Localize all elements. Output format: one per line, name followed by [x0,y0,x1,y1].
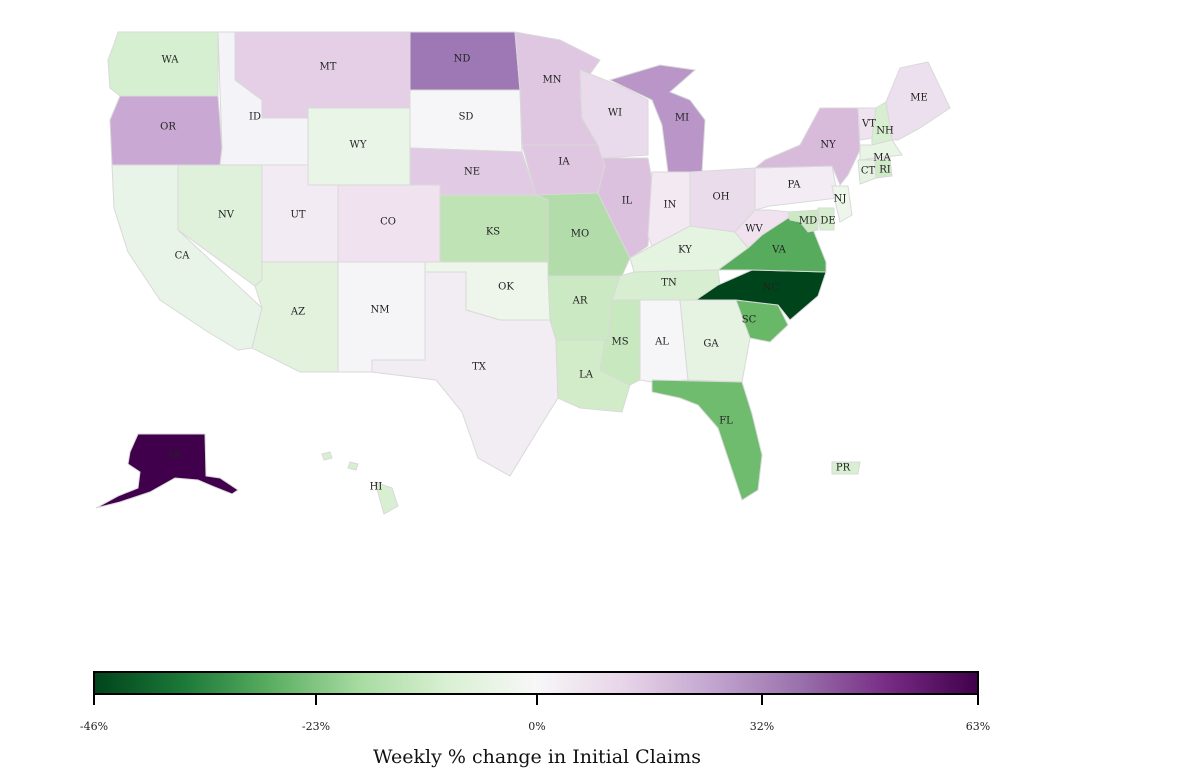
state-label-ri: RI [879,165,891,176]
state-pr[interactable] [831,461,861,475]
state-label-mt: MT [320,62,337,73]
state-label-ut: UT [290,210,305,221]
state-label-va: VA [771,245,787,256]
state-label-or: OR [160,122,176,133]
state-label-ma: MA [873,153,891,164]
state-label-mi: MI [675,113,689,124]
colorbar-tick-label: -46% [80,720,108,733]
state-label-sc: SC [742,315,757,326]
state-tx[interactable] [371,271,559,477]
state-label-ca: CA [175,251,191,262]
state-label-tx: TX [472,362,487,373]
state-label-mn: MN [543,75,562,86]
state-me[interactable] [885,61,951,141]
state-label-nv: NV [218,210,235,221]
state-label-ks: KS [486,227,500,238]
colorbar-tick-label: 0% [528,720,545,733]
state-ia[interactable] [521,144,606,196]
state-label-tn: TN [661,278,677,289]
state-label-wa: WA [161,55,179,66]
state-label-ia: IA [558,157,570,168]
state-label-sd: SD [459,112,474,123]
state-label-ny: NY [820,140,836,151]
state-label-al: AL [654,337,669,348]
state-label-hi: HI [370,482,383,493]
colorbar-tick-label: -23% [302,720,330,733]
colorbar-tick-label: 32% [750,720,774,733]
state-nm[interactable] [337,261,426,373]
state-label-pa: PA [787,180,801,191]
state-label-nd: ND [454,54,471,65]
state-label-ct: CT [861,166,876,177]
state-label-ms: MS [611,337,628,348]
colorbar: -46% -23% 0% 32% 63% Weekly % change in … [80,671,990,768]
state-label-ga: GA [703,339,719,350]
state-ct[interactable] [857,159,877,185]
state-label-vt: VT [861,119,876,130]
state-label-in: IN [664,200,677,211]
state-mi[interactable] [608,64,706,173]
state-label-oh: OH [713,192,730,203]
state-fl[interactable] [651,379,763,501]
state-label-ne: NE [464,167,480,178]
state-label-nc: NC [763,283,780,294]
state-label-ok: OK [498,282,514,293]
state-label-mo: MO [571,229,589,240]
state-hi[interactable] [321,451,399,515]
state-label-ar: AR [572,296,588,307]
state-label-fl: FL [719,416,733,427]
state-label-de: DE [820,216,835,227]
state-label-ak: AK [166,450,182,461]
state-label-nm: NM [371,305,390,316]
colorbar-gradient [93,671,979,695]
state-label-pr: PR [836,463,851,474]
states-layer [95,31,951,515]
state-label-wy: WY [350,140,367,151]
state-label-md: MD [799,216,817,227]
state-label-az: AZ [290,307,305,318]
state-label-la: LA [579,370,594,381]
state-labels-layer: WA OR CA ID NV MT WY UT AZ CO NM ND SD N… [160,54,928,493]
state-ma[interactable] [859,139,903,161]
state-de[interactable] [817,207,835,231]
colorbar-tick-label: 63% [966,720,990,733]
state-label-nh: NH [876,126,894,137]
state-nj[interactable] [831,185,853,223]
colorbar-title: Weekly % change in Initial Claims [373,746,701,768]
state-label-nj: NJ [834,194,847,205]
state-ny[interactable] [753,107,861,186]
state-ak[interactable] [95,433,239,509]
state-label-id: ID [249,112,261,123]
state-label-wv: WV [745,224,763,235]
state-label-me: ME [910,93,928,104]
state-label-co: CO [380,217,396,228]
state-wi[interactable] [579,69,649,159]
state-label-wi: WI [608,108,622,119]
state-label-il: IL [622,196,633,207]
state-label-ky: KY [678,245,692,256]
state-md[interactable] [787,209,819,233]
